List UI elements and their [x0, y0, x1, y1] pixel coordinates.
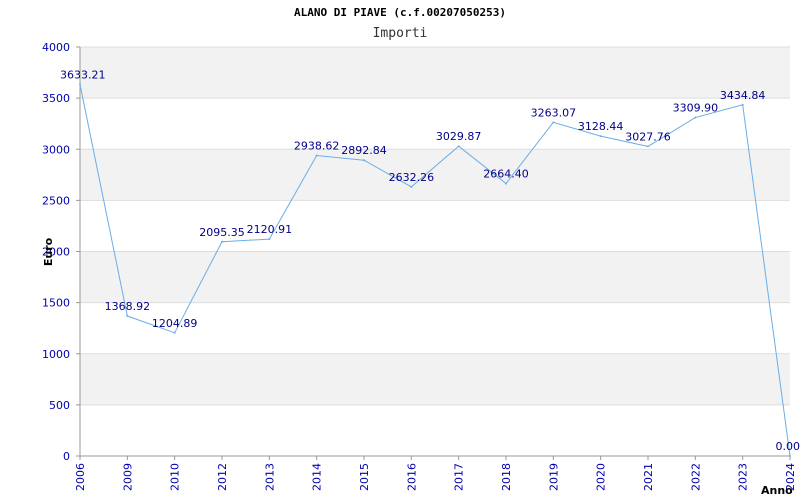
- y-tick-label: 4000: [42, 41, 70, 54]
- background-band: [80, 353, 790, 405]
- background-band: [80, 149, 790, 201]
- y-tick-label: 500: [49, 399, 70, 412]
- x-tick-label: 2012: [216, 463, 229, 491]
- data-label: 1368.92: [105, 300, 151, 313]
- x-axis-ticks: 2006 2009 2010 2012 2013 2014 2015 2016 2017 2018…: [74, 456, 797, 491]
- x-tick-label: 2017: [453, 463, 466, 491]
- x-tick-label: 2022: [689, 463, 702, 491]
- x-tick-label: 2023: [737, 463, 750, 491]
- data-label: 3434.84: [720, 89, 766, 102]
- data-label: 3263.07: [531, 106, 577, 119]
- data-label: 3309.90: [673, 102, 719, 115]
- data-label: 3633.21: [60, 69, 106, 82]
- data-label: 3027.76: [625, 130, 671, 143]
- data-label: 2120.91: [247, 223, 293, 236]
- series-line: [79, 84, 791, 457]
- y-tick-label: 0: [63, 450, 70, 463]
- x-tick-label: 2019: [547, 463, 560, 491]
- data-point: [79, 83, 81, 86]
- data-label: 2095.35: [199, 226, 245, 239]
- background-bands: [80, 47, 790, 405]
- x-tick-label: 2009: [121, 463, 134, 491]
- data-point: [363, 159, 365, 162]
- data-point: [741, 103, 744, 106]
- y-axis-label: Euro: [42, 237, 55, 266]
- x-tick-label: 2014: [311, 463, 324, 491]
- background-band: [80, 251, 790, 303]
- series-line-group: [79, 83, 791, 457]
- data-label: 0.00: [776, 440, 800, 453]
- data-label: 2938.62: [294, 140, 340, 153]
- data-point: [268, 238, 271, 241]
- data-point: [457, 145, 460, 148]
- y-tick-label: 2500: [42, 194, 70, 207]
- data-point: [221, 240, 223, 243]
- x-tick-label: 2020: [595, 463, 608, 491]
- data-point: [505, 182, 507, 185]
- x-tick-label: 2010: [169, 463, 182, 491]
- x-tick-label: 2021: [642, 463, 655, 491]
- chart-subtitle: Importi: [373, 26, 428, 41]
- y-axis-ticks: 0 500 1000 1500 2000 2500 3000 3500 4000: [42, 41, 80, 463]
- y-tick-label: 3500: [42, 92, 70, 105]
- x-axis-label: Anno: [761, 484, 793, 497]
- data-label: 1204.89: [152, 317, 198, 330]
- background-band: [80, 47, 790, 99]
- data-label: 2632.26: [389, 171, 435, 184]
- x-tick-label: 2006: [74, 463, 87, 491]
- data-point: [315, 154, 318, 157]
- data-point: [599, 135, 602, 138]
- y-tick-label: 2000: [42, 246, 70, 259]
- x-tick-label: 2024: [784, 463, 797, 491]
- data-label: 3128.44: [578, 120, 624, 133]
- data-point: [173, 331, 176, 334]
- data-label: 2892.84: [341, 144, 387, 157]
- y-tick-label: 1500: [42, 297, 70, 310]
- data-point: [552, 121, 555, 124]
- data-point: [694, 116, 697, 119]
- data-label: 3029.87: [436, 130, 482, 143]
- x-tick-label: 2016: [405, 463, 418, 491]
- data-point: [789, 455, 791, 457]
- data-point: [126, 315, 129, 318]
- y-tick-label: 1000: [42, 348, 70, 361]
- data-point: [410, 185, 413, 188]
- y-tick-label: 3000: [42, 143, 70, 156]
- data-point: [647, 145, 649, 148]
- data-label: 2664.40: [483, 168, 529, 181]
- x-tick-label: 2013: [263, 463, 276, 491]
- chart-title: ALANO DI PIAVE (c.f.00207050253): [294, 6, 506, 19]
- x-tick-label: 2015: [358, 463, 371, 491]
- x-tick-label: 2018: [500, 463, 513, 491]
